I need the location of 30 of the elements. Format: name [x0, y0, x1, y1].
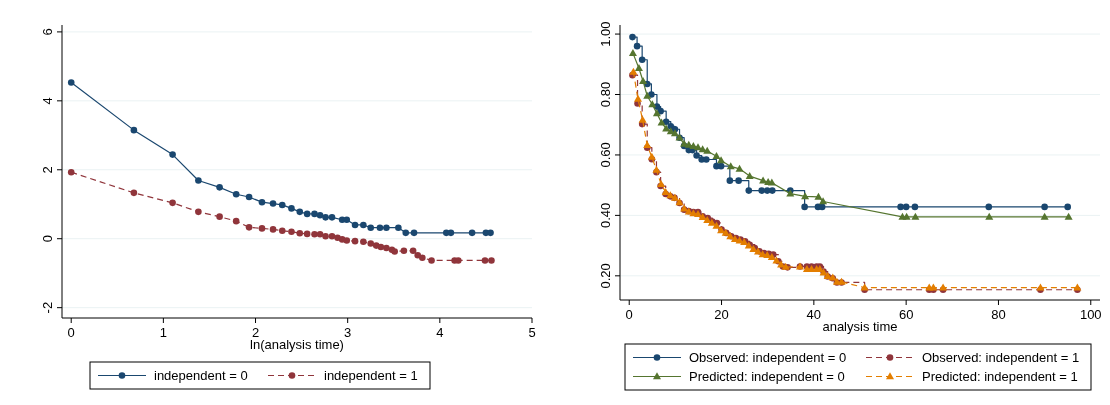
y-tick-label: 6	[40, 28, 55, 36]
y-tick-label: 0.80	[598, 81, 613, 108]
x-tick-label: 40	[806, 307, 822, 322]
y-tick-label: 4	[40, 97, 55, 105]
legend-label: Predicted: independent = 0	[689, 369, 845, 384]
legend-label: Observed: independent = 0	[689, 350, 847, 365]
y-tick-label: -2	[40, 301, 55, 314]
y-tick-label: 1.00	[598, 21, 613, 47]
x-tick-label: 2	[251, 325, 260, 340]
x-tick-label: 5	[528, 325, 536, 340]
x-axis-title: ln(analysis time)	[250, 337, 344, 352]
x-tick-label: 4	[436, 325, 444, 340]
legend-label: Observed: independent = 1	[922, 350, 1080, 365]
y-tick-label: 2	[40, 166, 55, 174]
x-tick-label: 0	[67, 325, 75, 340]
x-tick-label: 0	[625, 307, 633, 322]
x-tick-label: 3	[344, 325, 352, 340]
y-tick-label: 0	[40, 235, 55, 243]
x-tick-label: 20	[714, 307, 729, 322]
x-tick-label: 80	[991, 307, 1006, 322]
x-tick-label: 1	[159, 325, 167, 340]
y-tick-label: 0.40	[598, 202, 613, 229]
legend-label: Predicted: independent = 1	[922, 369, 1078, 384]
y-tick-label: 0.20	[598, 263, 613, 289]
x-tick-label: 100	[1079, 307, 1102, 322]
legend-label: independent = 1	[324, 368, 418, 383]
x-tick-label: 60	[898, 307, 914, 322]
y-tick-label: 0.60	[598, 142, 613, 168]
legend-label: independent = 0	[154, 368, 248, 383]
x-axis-title: analysis time	[822, 319, 898, 334]
